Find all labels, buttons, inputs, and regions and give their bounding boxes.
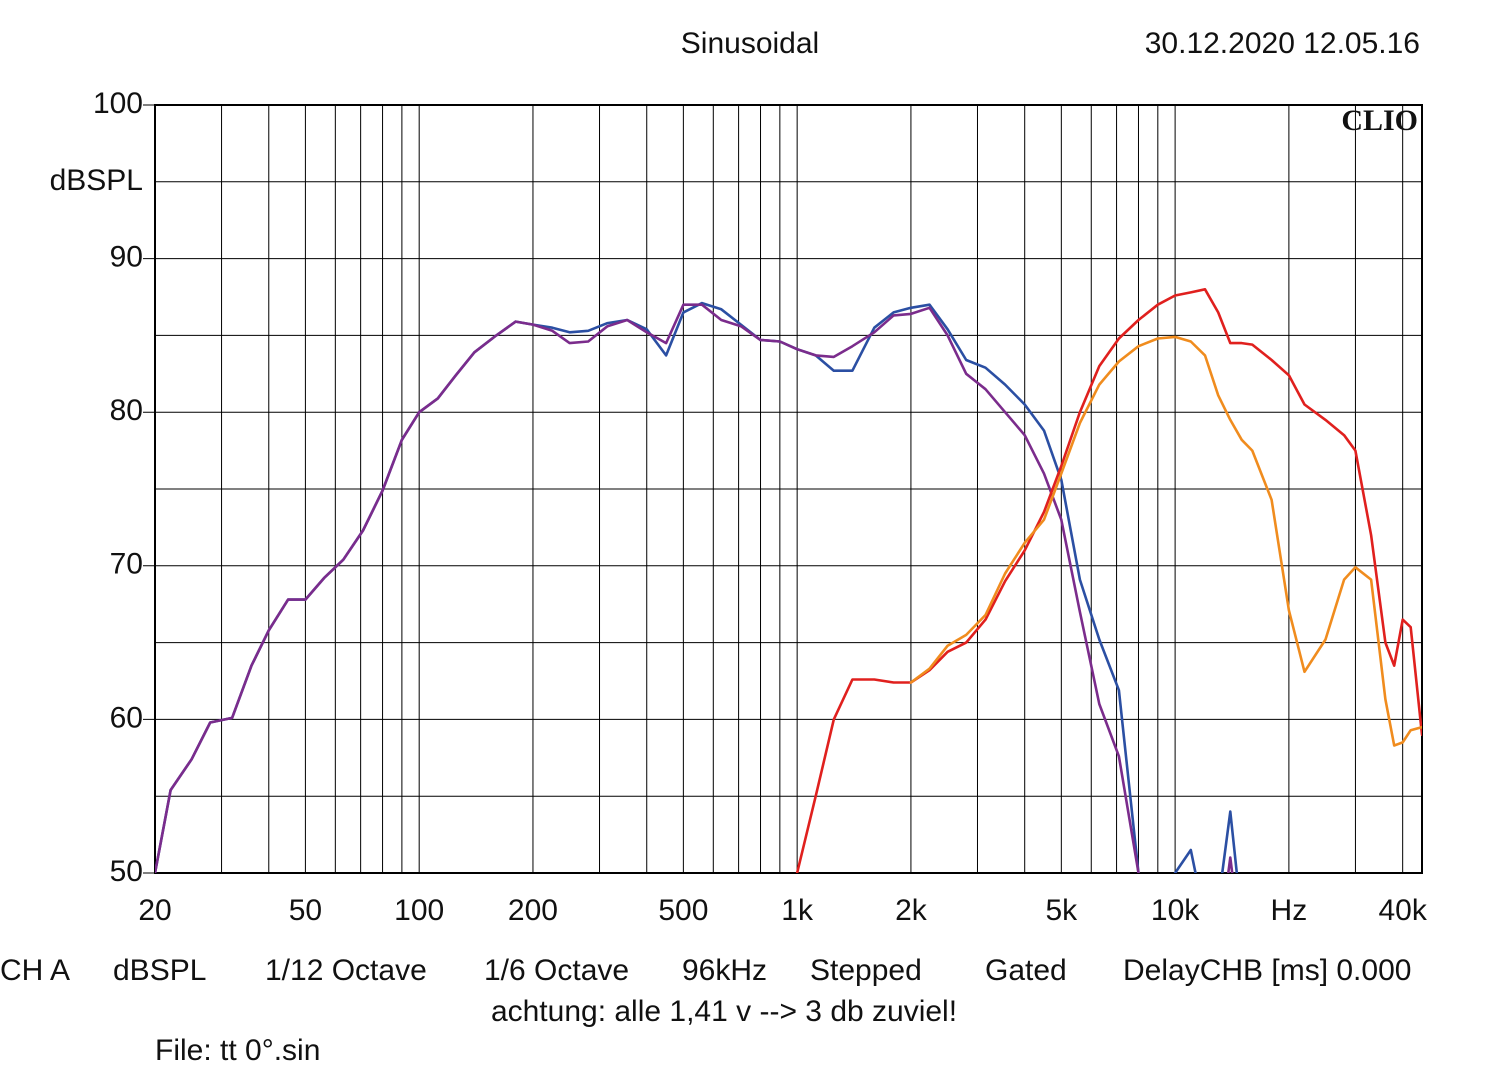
footer-item: dBSPL bbox=[113, 954, 206, 987]
y-tick-label: 70 bbox=[110, 548, 143, 581]
x-tick-label: 200 bbox=[508, 894, 558, 927]
logo: CLIO bbox=[1341, 104, 1418, 137]
plot-frame bbox=[154, 104, 1423, 874]
x-tick-label: 10k bbox=[1151, 894, 1200, 927]
x-tick-label: 40k bbox=[1378, 894, 1427, 927]
x-tick-label: 2k bbox=[895, 894, 928, 927]
x-tick-label: 5k bbox=[1045, 894, 1078, 927]
y-tick-label: 100 bbox=[93, 87, 143, 120]
file-name: File: tt 0°.sin bbox=[155, 1034, 320, 1067]
x-tick-label: Hz bbox=[1271, 894, 1308, 927]
chart-title: Sinusoidal bbox=[681, 27, 819, 60]
plot-area bbox=[155, 288, 1422, 873]
response-curve bbox=[155, 301, 1239, 873]
footer-item: 1/6 Octave bbox=[484, 954, 629, 987]
y-tick-label: 60 bbox=[110, 701, 143, 734]
response-curve bbox=[909, 335, 1422, 747]
footer-item: 96kHz bbox=[682, 954, 767, 987]
y-axis-label: dBSPL bbox=[50, 164, 143, 197]
response-curve bbox=[795, 288, 1422, 873]
x-tick-label: 500 bbox=[658, 894, 708, 927]
x-tick-label: 100 bbox=[394, 894, 444, 927]
footer-item: Stepped bbox=[810, 954, 922, 987]
x-tick-label: 20 bbox=[138, 894, 171, 927]
response-curve bbox=[155, 303, 1234, 873]
note: achtung: alle 1,41 v --> 3 db zuviel! bbox=[491, 995, 957, 1028]
x-tick-label: 50 bbox=[289, 894, 322, 927]
footer-item: Gated bbox=[985, 954, 1067, 987]
footer-item: DelayCHB [ms] 0.000 bbox=[1123, 954, 1411, 987]
x-tick-label: 1k bbox=[781, 894, 814, 927]
footer-item: CH A bbox=[0, 954, 70, 987]
y-tick-label: 90 bbox=[110, 241, 143, 274]
y-tick-label: 80 bbox=[110, 394, 143, 427]
timestamp: 30.12.2020 12.05.16 bbox=[1145, 27, 1420, 60]
y-tick-label: 50 bbox=[110, 855, 143, 888]
footer-item: 1/12 Octave bbox=[265, 954, 427, 987]
